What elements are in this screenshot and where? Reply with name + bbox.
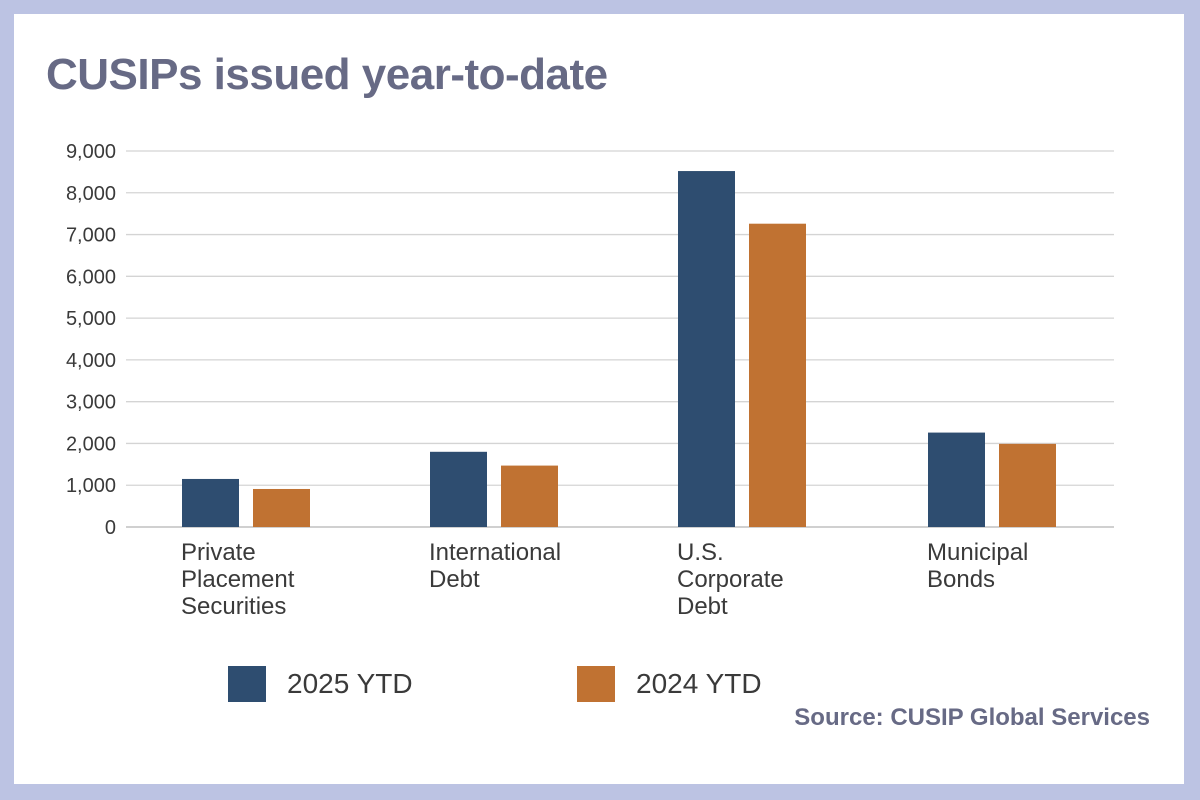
- y-tick-label: 9,000: [66, 141, 116, 163]
- bar: [253, 488, 310, 527]
- bar: [999, 443, 1056, 527]
- x-category-label: U.S. Corporate Debt: [677, 539, 784, 620]
- x-category-label: Municipal Bonds: [927, 539, 1028, 593]
- y-tick-label: 8,000: [66, 183, 116, 205]
- x-axis: Private Placement Securities International D…: [181, 539, 1028, 620]
- legend-label: 2024 YTD: [636, 668, 762, 699]
- gridlines: [126, 150, 1114, 528]
- y-tick-label: 7,000: [66, 225, 116, 247]
- source-note: Source: CUSIP Global Services: [794, 704, 1150, 731]
- legend-label: 2025 YTD: [287, 668, 413, 699]
- y-tick-label: 5,000: [66, 308, 116, 330]
- bar: [749, 223, 806, 527]
- bar: [430, 451, 487, 527]
- chart-panel: [14, 14, 1184, 784]
- y-tick-label: 6,000: [66, 266, 116, 288]
- bar: [678, 171, 735, 527]
- legend: 2025 YTD 2024 YTD: [228, 666, 762, 702]
- y-tick-label: 1,000: [66, 475, 116, 497]
- bar: [928, 432, 985, 527]
- bar: [501, 465, 558, 527]
- y-tick-label: 4,000: [66, 350, 116, 372]
- y-tick-label: 0: [105, 517, 116, 539]
- legend-swatch: [228, 666, 266, 702]
- chart-title: CUSIPs issued year-to-date: [46, 50, 608, 99]
- y-axis: 0 1,000 2,000 3,000 4,000 5,000 6,000 7,000 8,00…: [66, 141, 116, 539]
- y-tick-label: 2,000: [66, 433, 116, 455]
- x-category-label: Private Placement Securities: [181, 539, 295, 620]
- y-tick-label: 3,000: [66, 392, 116, 414]
- x-category-label: International Debt: [429, 539, 561, 593]
- legend-swatch: [577, 666, 615, 702]
- bars: [182, 171, 1056, 527]
- bar: [182, 478, 239, 527]
